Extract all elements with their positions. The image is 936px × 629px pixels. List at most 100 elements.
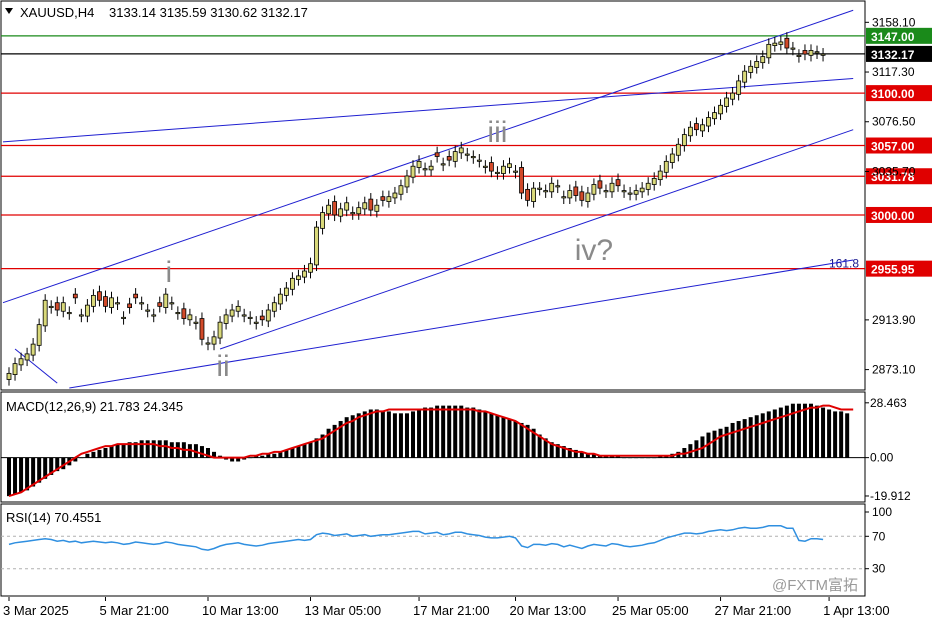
bull-candle — [718, 104, 723, 115]
macd-bar — [380, 411, 385, 458]
bull-candle — [657, 170, 663, 181]
bull-candle — [193, 321, 199, 324]
macd-bar — [55, 457, 60, 472]
bull-candle — [675, 143, 681, 156]
macd-bar — [296, 446, 301, 458]
rsi-title: RSI(14) 70.4551 — [6, 510, 101, 525]
macd-bar — [640, 457, 645, 459]
macd-bar — [266, 453, 271, 458]
macd-bar — [115, 444, 120, 458]
macd-bar — [175, 442, 180, 458]
macd-bar — [302, 444, 307, 458]
macd-bar — [43, 457, 48, 479]
bull-candle — [766, 43, 772, 59]
time-axis-label: 20 Mar 13:00 — [510, 603, 587, 618]
bull-candle — [121, 316, 126, 319]
macd-bar — [471, 407, 476, 458]
bull-candle — [585, 192, 591, 202]
triangle-down-icon[interactable] — [5, 8, 13, 14]
bull-candle — [6, 372, 12, 380]
bull-candle — [404, 175, 410, 188]
time-axis-label: 5 Mar 21:00 — [99, 603, 168, 618]
bull-candle — [416, 160, 422, 168]
bull-candle — [603, 190, 609, 193]
macd-bar — [815, 405, 820, 458]
bull-candle — [241, 314, 247, 317]
macd-bar — [133, 442, 138, 458]
time-axis-label: 27 Mar 21:00 — [715, 603, 792, 618]
macd-bar — [374, 409, 379, 458]
bull-candle — [591, 184, 597, 195]
macd-bar — [97, 449, 102, 458]
bull-candle — [211, 336, 217, 345]
time-axis: 3 Mar 2025 5 Mar 21:00 10 Mar 13:00 13 Mar … — [3, 597, 890, 618]
bear-candle — [127, 303, 132, 308]
bull-candle — [700, 124, 705, 132]
bull-candle — [549, 182, 555, 193]
macd-bar — [85, 453, 90, 458]
bear-candle — [97, 291, 102, 301]
bull-candle — [663, 160, 669, 173]
macd-bar — [796, 403, 801, 458]
bull-candle — [296, 275, 301, 280]
macd-bar — [519, 422, 524, 458]
macd-bar — [103, 448, 108, 458]
macd-bar — [139, 440, 144, 458]
bear-candle — [157, 302, 163, 307]
bull-candle — [229, 309, 235, 317]
bull-candle — [338, 208, 344, 217]
macd-bar — [453, 405, 458, 458]
bull-candle — [163, 293, 169, 308]
bull-candle — [151, 314, 157, 317]
bull-candle — [507, 163, 512, 168]
bull-candle — [567, 190, 573, 199]
bull-candle — [712, 112, 717, 120]
wave-label: ii — [216, 350, 229, 383]
macd-bar — [718, 428, 723, 458]
bull-candle — [778, 41, 784, 45]
bull-candle — [36, 324, 42, 346]
bull-candle — [796, 54, 802, 57]
macd-bar — [489, 413, 494, 458]
macd-bar — [742, 419, 747, 458]
channel-line — [2, 9, 854, 304]
bull-candle — [470, 156, 476, 159]
macd-bar — [151, 440, 156, 458]
bull-candle — [398, 185, 404, 195]
bull-candle — [223, 314, 229, 324]
macd-bar — [459, 405, 464, 458]
bull-candle — [730, 92, 735, 100]
bull-candle — [543, 190, 549, 193]
macd-bar — [350, 415, 355, 458]
macd-bar — [7, 457, 11, 497]
bull-candle — [109, 297, 114, 308]
bear-candle — [615, 179, 621, 187]
bear-candle — [181, 308, 187, 319]
macd-bar — [591, 453, 596, 458]
bull-candle — [627, 192, 633, 195]
bull-candle — [277, 293, 283, 305]
bull-candle — [217, 321, 223, 339]
bull-candle — [452, 151, 458, 162]
bear-candle — [597, 180, 603, 189]
macd-bar — [833, 411, 838, 458]
macd-bar — [567, 448, 572, 458]
level-price-tag — [866, 260, 932, 277]
level-price-tag — [866, 45, 932, 62]
macd-bar — [392, 413, 397, 458]
time-axis-label: 13 Mar 05:00 — [305, 603, 382, 618]
macd-bar — [423, 407, 428, 458]
bull-candle — [464, 153, 470, 156]
bear-candle — [434, 152, 440, 157]
macd-bar — [73, 457, 78, 462]
bull-candle — [814, 51, 820, 54]
macd-bar — [145, 440, 150, 458]
macd-bar — [314, 438, 319, 458]
bull-candle — [253, 321, 259, 324]
bull-candle — [350, 212, 356, 215]
symbol-label: XAUUSD,H4 — [20, 5, 94, 20]
macd-bar — [736, 421, 741, 458]
